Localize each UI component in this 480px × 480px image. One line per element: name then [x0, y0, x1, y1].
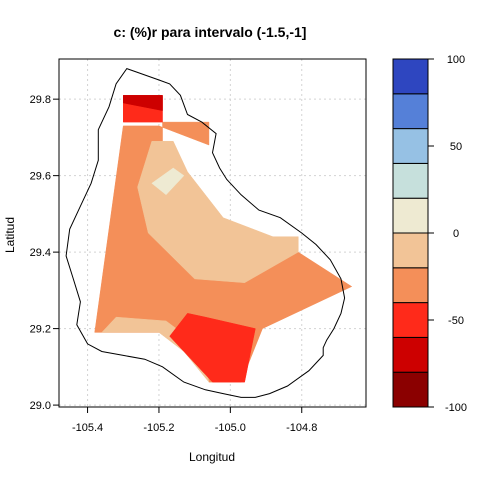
y-tick-label: 29.4	[30, 247, 51, 259]
color-legend-bin	[392, 267, 429, 304]
color-legend-bin	[392, 371, 429, 408]
color-legend-tick-label: -50	[448, 315, 464, 327]
x-axis-title: Longitud	[189, 450, 235, 464]
color-legend-bin	[392, 197, 429, 234]
y-tick-label: 29.2	[30, 324, 51, 336]
y-tick-label: 29.0	[30, 400, 51, 412]
y-axis-title: Latitud	[3, 217, 17, 253]
color-legend-ticks: -100 -50 0 50 100	[428, 54, 467, 414]
color-legend-bin	[392, 302, 429, 338]
x-tick-label: -105.4	[72, 422, 103, 434]
color-legend-bin	[392, 128, 429, 164]
color-legend-tick-label: 0	[453, 228, 459, 240]
color-legend-bins	[392, 58, 429, 408]
basin-outline	[65, 68, 346, 398]
x-tick-label: -105.2	[143, 422, 174, 434]
color-legend-bin	[392, 336, 429, 373]
x-tick-label: -105.0	[215, 422, 246, 434]
color-legend-tick-label: 100	[447, 54, 465, 66]
color-legend-tick-label: 50	[450, 141, 462, 153]
y-tick-label: 29.6	[30, 171, 51, 183]
y-tick-label: 29.8	[30, 94, 51, 106]
x-tick-label: -104.8	[286, 422, 317, 434]
map-panel: -105.4 -105.2 -105.0 -104.8 29.029.229.429.…	[30, 58, 367, 434]
contour-region	[169, 313, 256, 383]
contour-regions	[94, 95, 353, 383]
x-axis: -105.4 -105.2 -105.0 -104.8	[72, 407, 317, 434]
contour-region	[151, 167, 185, 196]
plot-frame	[58, 58, 367, 408]
color-legend-bin	[392, 58, 429, 95]
color-legend-bin	[392, 162, 429, 199]
color-legend: -100 -50 0 50 100	[392, 54, 467, 414]
contour-region	[123, 95, 163, 111]
chart-title: c: (%)r para intervalo (-1.5,-1]	[114, 24, 307, 40]
color-legend-tick-label: -100	[445, 402, 467, 414]
y-axis: 29.0 29.2 29.4 29.6 29.8	[30, 94, 59, 412]
color-legend-bin	[392, 232, 429, 269]
color-legend-bin	[392, 93, 429, 130]
